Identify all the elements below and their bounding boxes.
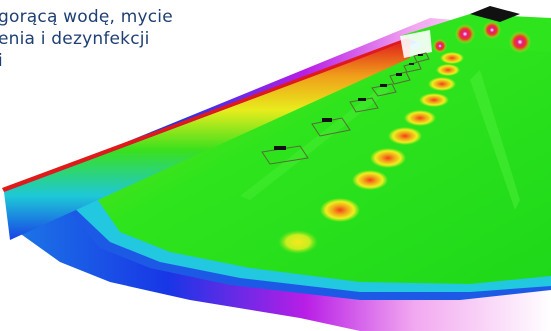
- hotspot-row: [278, 52, 464, 254]
- caption-text: gorącą wodę, mycie enia i dezynfekcji i: [0, 6, 240, 72]
- left-wall: [4, 40, 410, 240]
- caption-line-3: i: [0, 51, 3, 71]
- nozzle-row: [261, 52, 430, 165]
- caption-line-2: enia i dezynfekcji: [0, 29, 150, 49]
- caption-line-1: gorącą wodę, mycie: [0, 7, 173, 27]
